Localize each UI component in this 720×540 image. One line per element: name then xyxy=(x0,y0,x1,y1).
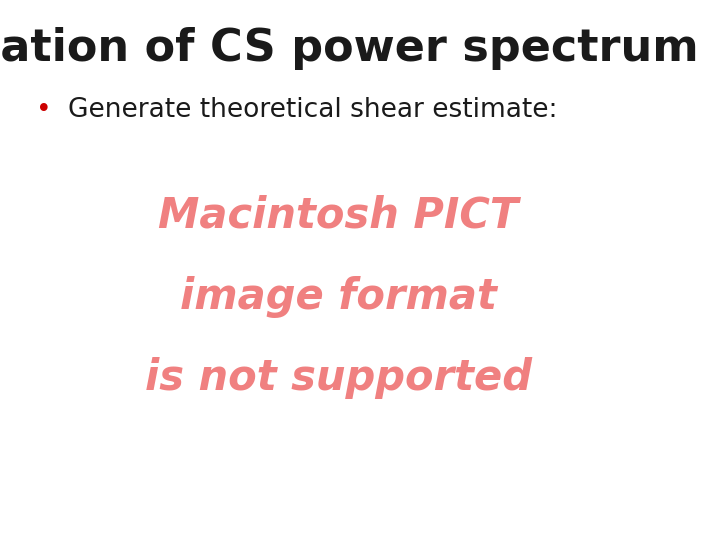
Text: Macintosh PICT: Macintosh PICT xyxy=(158,195,518,237)
Text: Generate theoretical shear estimate:: Generate theoretical shear estimate: xyxy=(68,97,558,123)
Text: is not supported: is not supported xyxy=(145,357,532,399)
Text: image format: image format xyxy=(180,276,497,318)
Text: •: • xyxy=(36,97,52,123)
Text: Derivation of CS power spectrum: Derivation of CS power spectrum xyxy=(0,27,698,70)
